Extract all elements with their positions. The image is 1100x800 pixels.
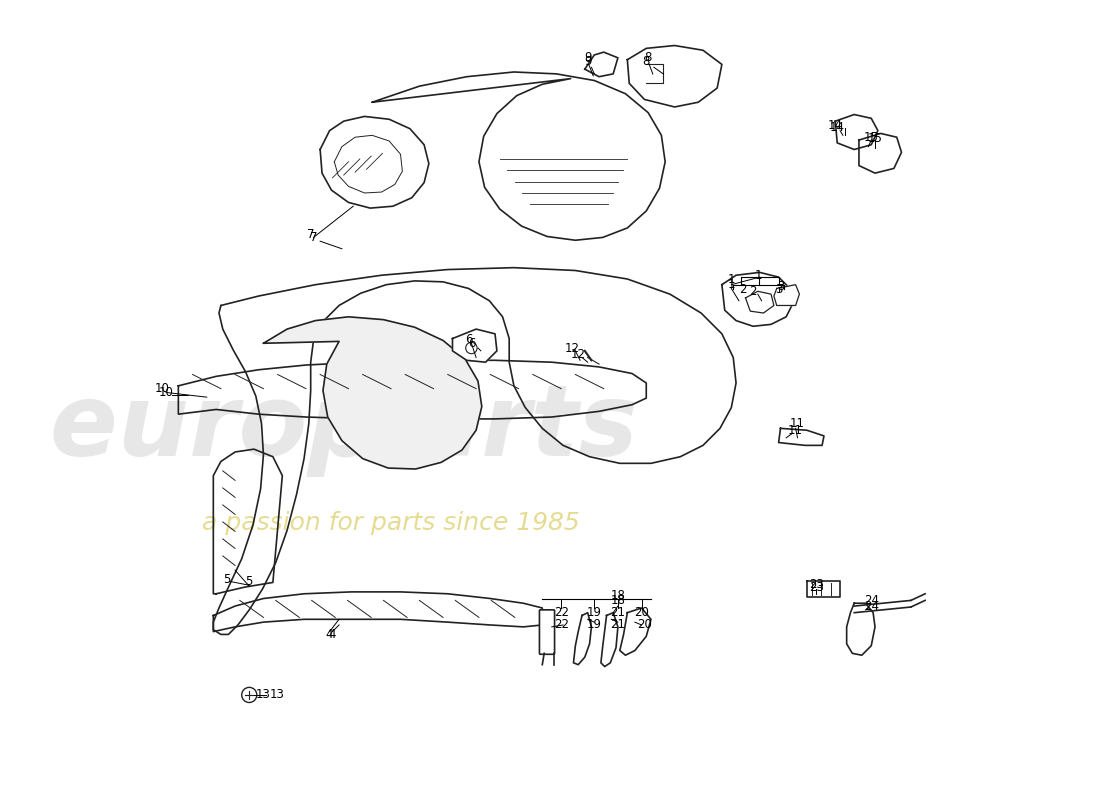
Polygon shape	[601, 613, 618, 666]
Text: europ arts: europ arts	[50, 380, 638, 477]
Text: 6: 6	[468, 337, 475, 350]
Polygon shape	[807, 582, 840, 597]
Text: 2: 2	[739, 283, 747, 296]
Polygon shape	[722, 272, 793, 326]
Text: 2: 2	[749, 285, 757, 298]
Text: 4: 4	[329, 628, 337, 641]
Text: 6: 6	[465, 333, 472, 346]
Text: 11: 11	[788, 424, 803, 437]
Polygon shape	[213, 592, 542, 631]
Circle shape	[242, 687, 256, 702]
Text: 5: 5	[245, 575, 253, 588]
Polygon shape	[779, 428, 824, 446]
Text: 19: 19	[586, 618, 602, 631]
Text: 18: 18	[610, 589, 625, 602]
Polygon shape	[585, 52, 618, 77]
Polygon shape	[178, 360, 647, 419]
Text: 19: 19	[586, 606, 602, 619]
Text: 10: 10	[155, 382, 169, 395]
Text: 11: 11	[790, 417, 805, 430]
Polygon shape	[573, 613, 592, 665]
Polygon shape	[619, 608, 651, 655]
Text: a passion for parts since 1985: a passion for parts since 1985	[202, 511, 580, 535]
Text: 20: 20	[634, 606, 649, 619]
Text: 7: 7	[307, 228, 315, 241]
Text: 21: 21	[610, 618, 626, 631]
Text: 23: 23	[808, 581, 824, 594]
Polygon shape	[859, 134, 902, 173]
Text: 7: 7	[310, 231, 317, 244]
Text: 12: 12	[571, 348, 585, 361]
Text: 3: 3	[774, 283, 782, 296]
Text: 15: 15	[864, 130, 879, 144]
Text: 15: 15	[868, 132, 882, 145]
Polygon shape	[627, 46, 722, 107]
Text: 8: 8	[642, 55, 650, 68]
FancyBboxPatch shape	[539, 610, 554, 654]
Text: 13: 13	[270, 689, 285, 702]
Text: 1: 1	[727, 273, 735, 286]
Polygon shape	[774, 285, 800, 306]
Polygon shape	[213, 268, 736, 634]
Text: 18: 18	[610, 594, 625, 607]
Polygon shape	[263, 317, 482, 469]
Polygon shape	[847, 603, 874, 655]
Text: 1: 1	[755, 269, 762, 282]
Text: 12: 12	[565, 342, 580, 354]
Text: 14: 14	[828, 119, 843, 132]
Text: 1: 1	[727, 278, 735, 291]
Polygon shape	[746, 291, 774, 313]
Text: 8: 8	[645, 51, 652, 64]
Text: 23: 23	[808, 578, 824, 591]
Text: 14: 14	[829, 122, 845, 134]
Text: 5: 5	[223, 573, 230, 586]
Text: 22: 22	[553, 606, 569, 619]
Text: 21: 21	[610, 606, 626, 619]
Text: 3: 3	[777, 280, 784, 293]
Circle shape	[465, 342, 477, 354]
Text: 22: 22	[553, 618, 569, 631]
Text: 24: 24	[864, 599, 879, 613]
Polygon shape	[372, 72, 666, 240]
Text: 24: 24	[864, 594, 879, 607]
Text: 10: 10	[158, 386, 174, 399]
Text: 13: 13	[256, 689, 271, 702]
Polygon shape	[835, 114, 878, 150]
Text: 4: 4	[326, 628, 333, 641]
Text: 9: 9	[584, 51, 592, 64]
Polygon shape	[452, 329, 497, 362]
Polygon shape	[320, 117, 429, 208]
Polygon shape	[213, 449, 283, 594]
Text: 9: 9	[584, 55, 592, 68]
Text: 20: 20	[637, 618, 652, 631]
